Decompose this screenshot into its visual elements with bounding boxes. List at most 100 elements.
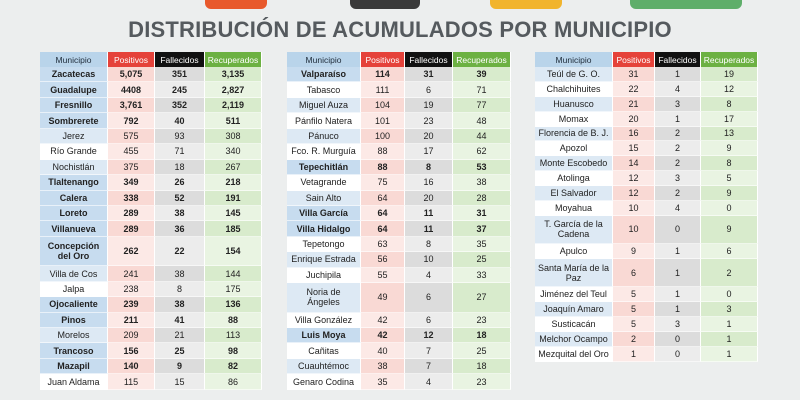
count-cell: 10 — [613, 215, 655, 245]
count-cell: 31 — [405, 67, 453, 83]
municipality: Vetagrande — [287, 175, 361, 191]
column-header: Recuperados — [205, 52, 262, 67]
count-cell: 2 — [655, 156, 701, 172]
count-cell: 211 — [108, 312, 155, 329]
table-row: Trancoso 156 25 98 — [40, 343, 262, 359]
municipality: Pánuco — [287, 128, 361, 145]
municipality: Monte Escobedo — [535, 156, 613, 172]
municipality: Joaquín Amaro — [535, 302, 613, 318]
count-cell: 191 — [205, 190, 262, 206]
table-row: Santa María de la Paz 6 1 2 — [535, 259, 758, 288]
table-row: T. García de la Cadena 10 0 9 — [535, 215, 758, 245]
municipality: Luis Moya — [287, 328, 361, 344]
count-cell: 8 — [405, 159, 453, 176]
count-cell: 1 — [655, 287, 701, 303]
municipality: Tepechitlán — [287, 159, 361, 176]
count-cell: 241 — [108, 266, 155, 282]
count-cell: 17 — [701, 111, 758, 127]
count-cell: 17 — [405, 144, 453, 160]
count-cell: 12 — [701, 81, 758, 97]
count-cell: 2,119 — [205, 97, 262, 114]
count-cell: 13 — [701, 126, 758, 142]
count-cell: 20 — [405, 190, 453, 206]
count-cell: 2 — [655, 141, 701, 157]
municipality: Jiménez del Teul — [535, 287, 613, 303]
count-cell: 2 — [655, 186, 701, 201]
table-row: Río Grande 455 71 340 — [40, 144, 262, 160]
municipality: Apulco — [535, 244, 613, 260]
column-header: Recuperados — [701, 52, 758, 67]
count-cell: 351 — [155, 67, 205, 83]
municipality: Fresnillo — [40, 97, 108, 114]
count-cell: 289 — [108, 221, 155, 237]
count-cell: 22 — [155, 236, 205, 267]
table-row: Villa García 64 11 31 — [287, 205, 511, 222]
count-cell: 21 — [155, 328, 205, 344]
table-row: Melchor Ocampo 2 0 1 — [535, 332, 758, 347]
table-row: Atolinga 12 3 5 — [535, 171, 758, 186]
count-cell: 38 — [155, 297, 205, 313]
table-row: Sombrerete 792 40 511 — [40, 113, 262, 129]
table-body: Teúl de G. O. 31 1 19 Chalchihuites 22 4 12 Huan… — [535, 67, 758, 362]
table-body: Zacatecas 5,075 351 3,135 Guadalupe 4408 245 2,… — [40, 67, 262, 390]
count-cell: 6 — [701, 244, 758, 260]
count-cell: 63 — [361, 236, 405, 253]
count-cell: 15 — [613, 141, 655, 157]
count-cell: 7 — [405, 343, 453, 359]
table-row: El Salvador 12 2 9 — [535, 186, 758, 201]
count-cell: 10 — [405, 252, 453, 268]
count-cell: 111 — [361, 82, 405, 98]
count-cell: 6 — [613, 259, 655, 288]
count-cell: 238 — [108, 281, 155, 298]
count-cell: 21 — [613, 96, 655, 112]
table-row: Villa Hidalgo 64 11 37 — [287, 221, 511, 237]
table-row: Huanusco 21 3 8 — [535, 96, 758, 112]
count-cell: 82 — [205, 358, 262, 375]
count-cell: 35 — [361, 374, 405, 390]
table-row: Chalchihuites 22 4 12 — [535, 81, 758, 97]
table-row: Villa de Cos 241 38 144 — [40, 266, 262, 282]
municipality: Mazapil — [40, 358, 108, 375]
count-cell: 8 — [155, 281, 205, 298]
count-cell: 86 — [205, 374, 262, 390]
count-cell: 154 — [205, 236, 262, 267]
municipality: Jalpa — [40, 281, 108, 298]
count-cell: 3 — [655, 171, 701, 186]
municipality: Tepetongo — [287, 236, 361, 253]
count-cell: 48 — [453, 113, 511, 129]
table-row: Apulco 9 1 6 — [535, 244, 758, 260]
count-cell: 98 — [205, 343, 262, 359]
count-cell: 0 — [701, 200, 758, 216]
municipality: Trancoso — [40, 343, 108, 359]
tab-decoration — [630, 0, 742, 9]
data-table: Municipio Positivos Fallecidos Recuperados Z… — [40, 52, 262, 390]
count-cell: 340 — [205, 144, 262, 160]
count-cell: 209 — [108, 328, 155, 344]
table-row: Ojocaliente 239 38 136 — [40, 297, 262, 313]
count-cell: 23 — [453, 374, 511, 390]
count-cell: 23 — [453, 312, 511, 329]
table-row: Cuauhtémoc 38 7 18 — [287, 358, 511, 375]
municipality: Calera — [40, 190, 108, 206]
count-cell: 575 — [108, 128, 155, 145]
count-cell: 10 — [613, 200, 655, 216]
count-cell: 100 — [361, 128, 405, 145]
count-cell: 1 — [655, 111, 701, 127]
count-cell: 1 — [655, 302, 701, 318]
table-row: Teúl de G. O. 31 1 19 — [535, 67, 758, 82]
municipality: T. García de la Cadena — [535, 215, 613, 245]
count-cell: 4 — [405, 267, 453, 284]
table-row: Enrique Estrada 56 10 25 — [287, 252, 511, 268]
count-cell: 3,135 — [205, 67, 262, 83]
column-header: Fallecidos — [655, 52, 701, 67]
count-cell: 35 — [453, 236, 511, 253]
municipality: Cuauhtémoc — [287, 358, 361, 375]
count-cell: 22 — [613, 81, 655, 97]
table-row: Calera 338 52 191 — [40, 190, 262, 206]
count-cell: 1 — [655, 259, 701, 288]
count-cell: 88 — [205, 312, 262, 329]
count-cell: 5 — [613, 317, 655, 333]
count-cell: 11 — [405, 221, 453, 237]
count-cell: 26 — [155, 175, 205, 191]
count-cell: 267 — [205, 159, 262, 176]
